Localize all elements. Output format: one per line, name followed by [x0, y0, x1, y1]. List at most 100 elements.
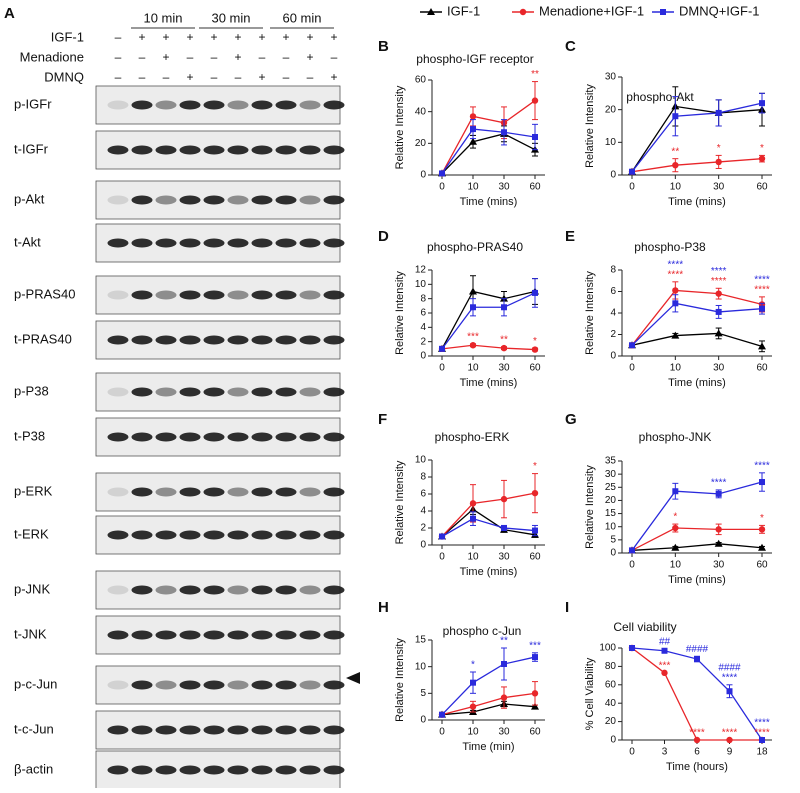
treatment-sign: +: [330, 30, 337, 44]
blot-band: [251, 530, 273, 540]
data-point: [758, 526, 766, 533]
x-axis-label: Time (mins): [460, 377, 518, 389]
y-axis-label: Relative Intensity: [584, 271, 596, 355]
blot-band: [299, 630, 321, 640]
chart-title: phospho-JNK: [639, 430, 712, 444]
significance-label: ####: [718, 662, 741, 673]
panel-letter: F: [378, 411, 387, 428]
blot-band: [251, 432, 273, 442]
y-tick-label: 0: [420, 351, 426, 362]
y-tick-label: 8: [420, 293, 426, 304]
series-line: [441, 133, 536, 174]
data-point: [714, 539, 723, 547]
y-tick-label: 40: [415, 106, 427, 117]
series-line: [631, 158, 763, 173]
blot-band: [107, 290, 129, 300]
blot-band: [227, 725, 249, 735]
x-tick-label: 10: [670, 182, 682, 193]
data-point: [531, 346, 539, 353]
y-tick-label: 0: [610, 548, 616, 559]
blot-band: [251, 290, 273, 300]
y-tick-label: 2: [420, 336, 426, 347]
chart-title: Cell viability: [613, 620, 676, 634]
blot-band: [155, 145, 177, 155]
arrowhead: [346, 672, 360, 684]
data-point: [715, 290, 722, 297]
blot-band: [227, 387, 249, 397]
legend-label: DMNQ+IGF-1: [679, 3, 760, 18]
significance-label: ##: [659, 637, 671, 648]
blot-band: [299, 432, 321, 442]
blot-band: [323, 335, 345, 345]
x-tick-label: 60: [529, 363, 541, 374]
blot-band: [251, 765, 273, 775]
y-tick-label: 10: [415, 661, 427, 672]
series-line: [631, 105, 763, 173]
data-point: [672, 300, 679, 307]
blot-band: [323, 145, 345, 155]
blot-band: [227, 335, 249, 345]
y-axis-label: % Cell Viability: [584, 657, 596, 730]
data-point: [759, 305, 765, 312]
data-point: [629, 645, 635, 651]
blot-band: [299, 530, 321, 540]
blot-band: [251, 335, 273, 345]
treatment-sign: –: [115, 30, 122, 44]
significance-label: ****: [722, 672, 738, 683]
blot-band: [107, 238, 129, 248]
treatment-sign: +: [162, 50, 169, 64]
blot-band: [203, 238, 225, 248]
data-point: [715, 308, 722, 315]
panel-letter: A: [4, 5, 15, 22]
x-tick-label: 10: [670, 363, 682, 374]
band-label: β-actin: [14, 761, 53, 776]
band-label: t-P38: [14, 428, 45, 443]
blot-band: [299, 680, 321, 690]
data-point: [758, 342, 766, 350]
data-point: [726, 736, 733, 744]
treatment-sign: –: [163, 70, 170, 84]
blot-band: [155, 100, 177, 110]
blot-band: [251, 680, 273, 690]
data-point: [469, 287, 477, 295]
y-tick-label: 20: [605, 104, 617, 115]
significance-label: ****: [689, 728, 705, 739]
series-line: [631, 481, 763, 551]
blot-band: [251, 195, 273, 205]
significance-label: ****: [711, 276, 727, 287]
series-line: [441, 692, 536, 716]
data-point: [726, 688, 733, 695]
blot-band: [323, 432, 345, 442]
blot-band: [203, 335, 225, 345]
y-tick-label: 30: [605, 469, 617, 480]
significance-label: ####: [686, 644, 709, 655]
treatment-sign: –: [331, 50, 338, 64]
blot-band: [275, 432, 297, 442]
x-tick-label: 6: [694, 747, 700, 758]
series-line: [631, 302, 763, 346]
blot-band: [107, 530, 129, 540]
y-tick-label: 6: [420, 308, 426, 319]
blot-band: [131, 335, 153, 345]
series-line: [441, 508, 536, 537]
x-tick-label: 30: [498, 552, 510, 563]
data-point: [694, 656, 700, 663]
y-tick-label: 10: [415, 455, 427, 466]
blot-band: [131, 145, 153, 155]
chart-title: phospho-Akt: [626, 90, 694, 104]
treatment-sign: +: [186, 70, 193, 84]
data-point: [532, 654, 538, 661]
x-tick-label: 3: [662, 747, 668, 758]
blot-band: [251, 487, 273, 497]
y-tick-label: 8: [420, 472, 426, 483]
series-line: [631, 289, 763, 346]
data-point: [672, 113, 679, 120]
blot-band: [323, 585, 345, 595]
blot-band: [179, 432, 201, 442]
data-point: [715, 490, 722, 497]
y-tick-label: 5: [610, 534, 616, 545]
blot-band: [179, 487, 201, 497]
treatment-sign: –: [283, 50, 290, 64]
blot-band: [107, 387, 129, 397]
data-point: [672, 287, 679, 294]
